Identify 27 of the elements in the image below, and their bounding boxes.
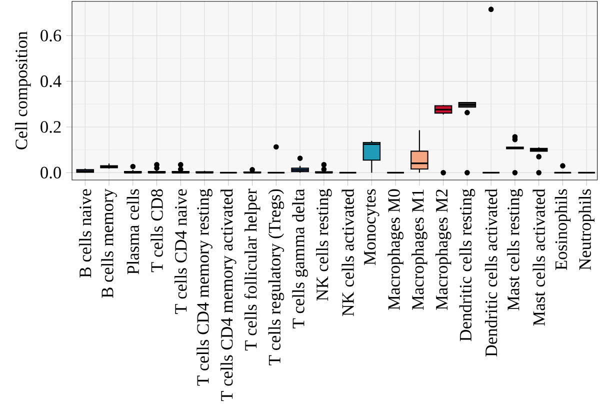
y-tick-label: 0.4	[40, 75, 62, 88]
x-tick-label: T cells gamma delta	[292, 188, 308, 328]
x-tick-label: Plasma cells	[126, 189, 139, 274]
y-tick-label: 0.0	[40, 166, 61, 179]
x-tick-label: Dendritic cells resting	[459, 188, 476, 342]
x-tick-label: B cells memory	[101, 188, 117, 298]
x-tick-label: T cells follicular helper	[244, 188, 260, 350]
x-tick-label: T cells CD4 naive	[174, 189, 187, 314]
y-tick-label: 0.2	[40, 121, 61, 133]
x-tick-label: Mast cells activated	[532, 188, 545, 326]
x-tick-label: Eosinophils	[554, 189, 571, 270]
y-tick-label: 0.6	[40, 30, 62, 42]
x-tick-label: B cells naive	[79, 189, 92, 278]
x-tick-label: T cells CD4 memory activated	[220, 188, 236, 402]
x-tick-label: Monocytes	[364, 189, 380, 266]
x-tick-label: T cells CD8	[150, 189, 163, 272]
x-tick-label: NK cells resting	[316, 188, 332, 301]
x-tick-label: T cells CD4 memory resting	[196, 188, 212, 386]
x-tick-label: Dendritic cells activated	[484, 188, 498, 357]
x-tick-label: Macrophages M1	[412, 190, 428, 310]
y-axis-title: Cell composition	[15, 31, 31, 150]
x-tick-label: T cells regulatory (Tregs)	[268, 189, 284, 366]
x-tick-label: Macrophages M2	[435, 190, 452, 310]
x-tick-label: Macrophages M0	[388, 189, 404, 310]
x-tick-label: Neutrophils	[578, 189, 594, 270]
x-tick-label: Mast cells resting	[507, 188, 523, 310]
x-tick-label: NK cells activated	[342, 188, 354, 316]
